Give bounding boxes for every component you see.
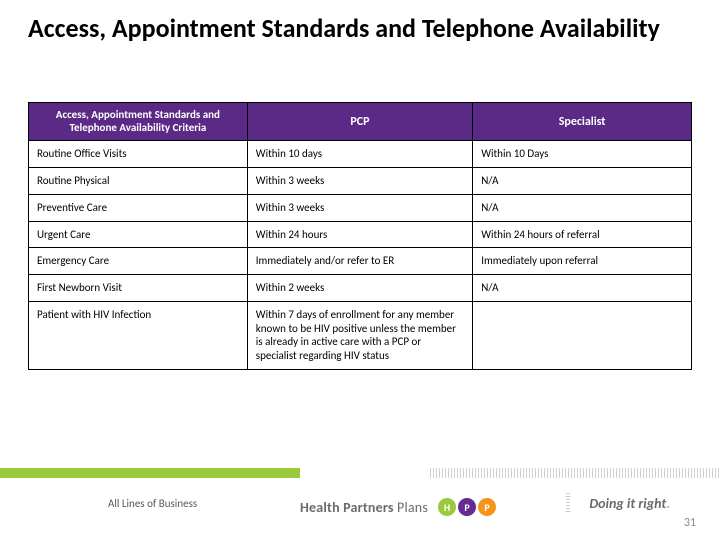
bar-white	[300, 468, 430, 478]
brand-strong: Health Partners	[300, 499, 394, 516]
table-row: Preventive Care Within 3 weeks N/A	[29, 194, 692, 221]
brand-name: Health Partners Plans	[300, 499, 428, 516]
bar-green	[0, 468, 300, 478]
cell-pcp: Within 3 weeks	[247, 168, 472, 195]
cell-specialist: N/A	[473, 194, 692, 221]
slide-title: Access, Appointment Standards and Teleph…	[28, 14, 692, 44]
table-row: First Newborn Visit Within 2 weeks N/A	[29, 275, 692, 302]
brand-block: Health Partners Plans H P P	[300, 498, 496, 516]
cell-criteria: Preventive Care	[29, 194, 248, 221]
cell-criteria: First Newborn Visit	[29, 275, 248, 302]
table-row: Urgent Care Within 24 hours Within 24 ho…	[29, 221, 692, 248]
brand-dots: H P P	[438, 498, 496, 516]
cell-criteria: Emergency Care	[29, 248, 248, 275]
col-header-criteria: Access, Appointment Standards and Teleph…	[29, 103, 248, 141]
cell-pcp: Within 3 weeks	[247, 194, 472, 221]
tagline-a: Doing it	[589, 495, 638, 512]
standards-table-wrap: Access, Appointment Standards and Teleph…	[28, 102, 692, 370]
cell-specialist: Immediately upon referral	[473, 248, 692, 275]
cell-criteria: Patient with HIV Infection	[29, 301, 248, 369]
cell-specialist: N/A	[473, 275, 692, 302]
cell-pcp: Within 10 days	[247, 141, 472, 168]
cell-specialist: Within 10 Days	[473, 141, 692, 168]
footer-accent-bar	[0, 468, 720, 478]
col-header-pcp: PCP	[247, 103, 472, 141]
cell-criteria: Urgent Care	[29, 221, 248, 248]
page-number: 31	[684, 516, 696, 530]
tagline-b: right	[638, 495, 666, 512]
footer-lob: All Lines of Business	[108, 497, 197, 510]
table-row: Routine Physical Within 3 weeks N/A	[29, 168, 692, 195]
cell-pcp: Immediately and/or refer to ER	[247, 248, 472, 275]
cell-pcp: Within 24 hours	[247, 221, 472, 248]
cell-pcp: Within 2 weeks	[247, 275, 472, 302]
cell-specialist: N/A	[473, 168, 692, 195]
table-row: Emergency Care Immediately and/or refer …	[29, 248, 692, 275]
cell-criteria: Routine Physical	[29, 168, 248, 195]
cell-criteria: Routine Office Visits	[29, 141, 248, 168]
dot-green-icon: H	[438, 498, 456, 516]
brand-light: Plans	[397, 499, 428, 516]
table-row: Routine Office Visits Within 10 days Wit…	[29, 141, 692, 168]
slide: Access, Appointment Standards and Teleph…	[0, 0, 720, 540]
tagline-dot: .	[666, 495, 670, 512]
col-header-specialist: Specialist	[473, 103, 692, 141]
tagline-hatch-icon	[566, 492, 570, 512]
dot-orange-icon: P	[478, 498, 496, 516]
standards-table: Access, Appointment Standards and Teleph…	[28, 102, 692, 370]
cell-pcp: Within 7 days of enrollment for any memb…	[247, 301, 472, 369]
cell-specialist	[473, 301, 692, 369]
bar-hatch	[430, 468, 720, 478]
cell-specialist: Within 24 hours of referral	[473, 221, 692, 248]
table-row: Patient with HIV Infection Within 7 days…	[29, 301, 692, 369]
tagline: Doing it right.	[589, 495, 670, 512]
table-header-row: Access, Appointment Standards and Teleph…	[29, 103, 692, 141]
dot-purple-icon: P	[458, 498, 476, 516]
